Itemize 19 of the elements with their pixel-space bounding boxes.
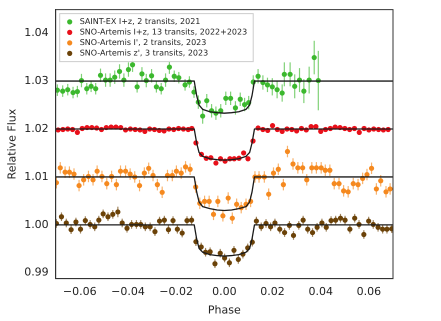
legend-label: SNO-Artemis I+z, 13 transits, 2022+2023 xyxy=(80,27,248,36)
x-axis-title: Phase xyxy=(208,303,241,316)
x-tick-label: 0.00 xyxy=(212,285,237,298)
legend-label: SNO-Artemis I', 2 transits, 2023 xyxy=(80,38,206,47)
legend-label: SAINT-EX I+z, 2 transits, 2021 xyxy=(80,16,200,26)
y-tick-label: 0.99 xyxy=(24,266,49,279)
y-tick-label: 1.04 xyxy=(24,26,49,39)
y-tick-label: 1.00 xyxy=(24,218,49,231)
y-axis-title: Relative Flux xyxy=(5,108,18,180)
y-tick-label: 1.01 xyxy=(24,170,49,183)
y-tick-label: 1.02 xyxy=(24,122,49,135)
legend-label: SNO-Artemis z', 3 transits, 2023 xyxy=(80,48,208,58)
x-tick-label: 0.06 xyxy=(356,285,382,298)
x-tick-label: 0.04 xyxy=(308,285,333,298)
x-tick-label: 0.02 xyxy=(260,285,285,298)
y-tick-label: 1.03 xyxy=(24,74,49,87)
x-tick-label: −0.06 xyxy=(62,285,97,298)
x-tick-label: −0.04 xyxy=(111,285,145,298)
x-tick-label: −0.02 xyxy=(159,285,194,298)
